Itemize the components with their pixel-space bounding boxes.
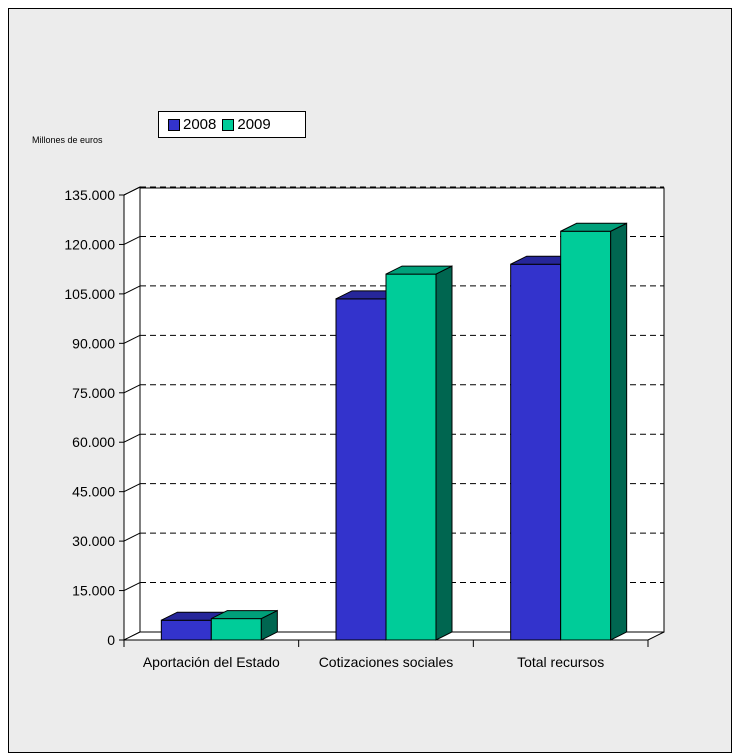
bar-top: [385, 265, 453, 275]
bar-front: [385, 273, 437, 641]
gridline-side: [123, 235, 141, 245]
bar-front: [210, 618, 262, 641]
bar-front: [560, 230, 612, 641]
gridline-side: [123, 532, 141, 542]
bar-2009-1: [385, 265, 453, 641]
legend-label-2008: 2008: [183, 116, 217, 133]
gridline-side: [123, 483, 141, 493]
y-tick-label: 90.000: [72, 335, 115, 351]
bar-side: [610, 222, 628, 641]
legend-swatch-2009: [222, 118, 235, 131]
y-unit-label: Millones de euros: [32, 135, 103, 145]
gridline-side: [123, 186, 141, 196]
gridline-side: [123, 285, 141, 295]
bar-front: [335, 298, 387, 641]
y-tick-label: 75.000: [72, 385, 115, 401]
gridline-side: [123, 582, 141, 592]
x-tick-label: Cotizaciones sociales: [319, 654, 454, 670]
bar-top: [560, 222, 627, 232]
x-tick-label: Total recursos: [517, 654, 604, 670]
gridline-side: [123, 384, 141, 394]
y-tick-label: 30.000: [72, 533, 115, 549]
y-tick-label: 135.000: [64, 187, 115, 203]
bar-front: [160, 619, 212, 641]
x-tick-label: Aportación del Estado: [143, 654, 280, 670]
y-tick-label: 15.000: [72, 583, 115, 599]
gridline-side: [123, 433, 141, 443]
bar-top: [211, 610, 278, 620]
legend-item-2009: 2009: [222, 116, 271, 133]
bar-side: [435, 265, 453, 641]
legend-item-2008: 2008: [168, 116, 216, 133]
gridline-side: [123, 334, 141, 344]
y-tick-label: 0: [107, 632, 115, 648]
plot-side-wall: [123, 186, 141, 641]
legend-swatch-2008: [168, 118, 180, 131]
y-tick-label: 105.000: [64, 286, 115, 302]
legend: 2008 2009: [158, 111, 306, 138]
y-tick-label: 120.000: [64, 236, 115, 252]
bar-front: [510, 263, 562, 641]
legend-label-2009: 2009: [237, 116, 271, 133]
y-tick-label: 60.000: [72, 434, 115, 450]
bar-2009-2: [560, 222, 628, 641]
bar-2009-0: [210, 609, 278, 641]
y-tick-label: 45.000: [72, 484, 115, 500]
